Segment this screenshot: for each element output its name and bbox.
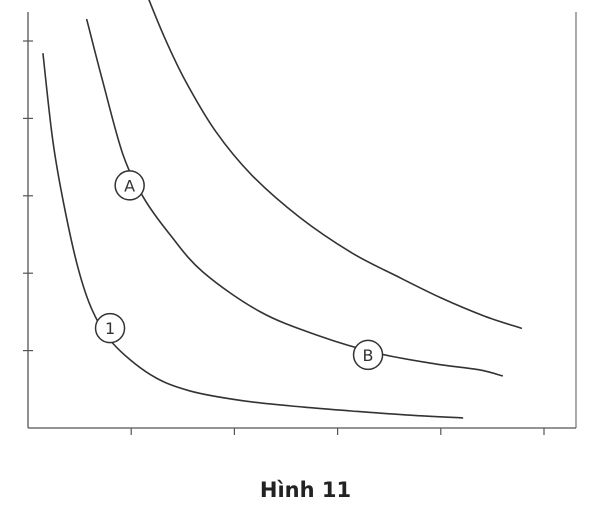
curve-labels: 1 A B [94,170,384,371]
axis-ticks [23,40,545,435]
label-circle [352,339,384,371]
label-circle [114,170,145,201]
curve-label-1: 1 [94,312,126,344]
curve-1 [42,53,464,419]
plot-frame [27,12,577,429]
curve-label-b: B [352,339,384,371]
label-text: 1 [105,319,115,338]
curves [42,0,523,419]
label-text: A [124,176,135,195]
chart-area: 1 A B [23,0,577,435]
curve-2 [86,18,503,377]
label-text: B [363,346,374,365]
curve-label-a: A [114,170,145,201]
figure-caption: Hình 11 [259,478,352,502]
curve-3 [148,0,523,329]
label-circle [94,312,126,344]
